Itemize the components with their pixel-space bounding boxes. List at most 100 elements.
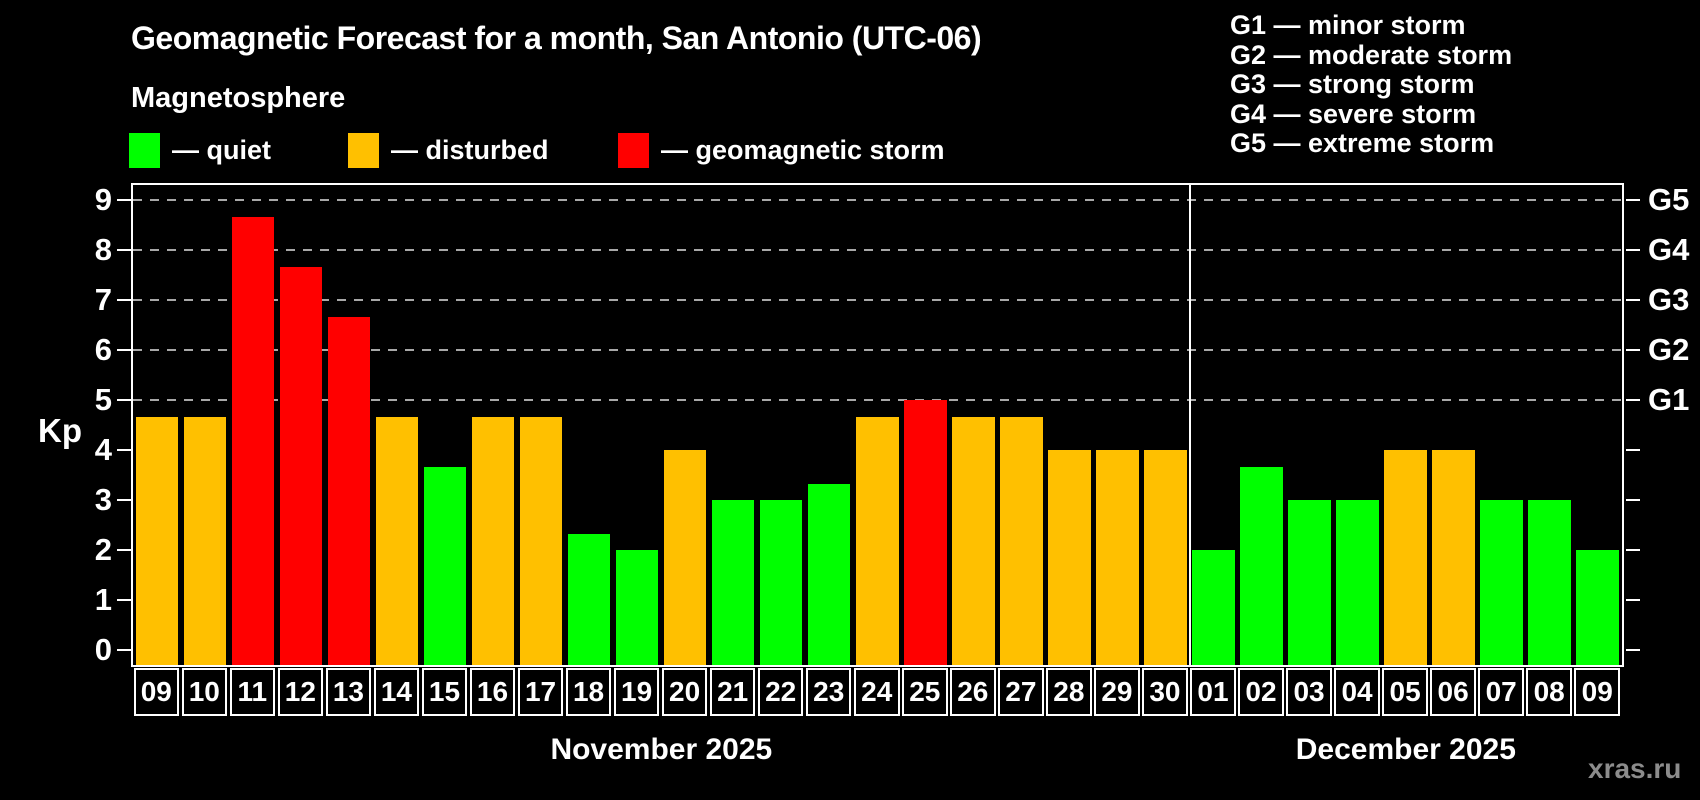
kp-bar-quiet [567,533,611,665]
y-tick-right-4 [1626,449,1640,451]
y-axis-label: Kp [38,412,82,449]
kp-bar-disturbed [1048,450,1091,665]
day-label-cell: 13 [325,668,372,716]
kp-bar-storm [231,216,275,665]
legend-item-quiet: — quiet [129,132,271,168]
day-label-cell: 21 [709,668,756,716]
gridline-kp6 [133,349,1622,351]
y-tick-right-3 [1626,499,1640,501]
kp-bar-quiet [1480,500,1523,665]
g-scale-label-g3: G3 [1648,282,1690,317]
y-tick-right-2 [1626,549,1640,551]
day-label-cell: 04 [1334,668,1380,716]
kp-bar-disturbed [519,416,563,665]
day-label-cell: 10 [181,668,228,716]
y-tick-label-9: 9 [94,182,112,217]
kp-bar-quiet [1528,500,1571,665]
kp-bar-disturbed [375,416,419,665]
quiet-color-swatch [129,132,160,168]
y-tick-right-5 [1626,399,1640,401]
y-tick-label-8: 8 [94,232,112,267]
day-label-cell: 16 [469,668,516,716]
day-label-cell: 24 [853,668,900,716]
day-label-cell: 07 [1478,668,1524,716]
y-tick-label-6: 6 [94,332,112,367]
day-label-cell: 09 [1574,668,1620,716]
y-tick-left-5 [117,399,131,401]
y-tick-left-0 [117,649,131,651]
g4-legend-line: G4 — severe storm [1230,98,1477,129]
kp-bar-quiet [807,483,851,665]
day-label-cell: 09 [133,668,180,716]
disturbed-color-swatch [348,132,379,168]
kp-bar-disturbed [1432,450,1475,665]
kp-bar-disturbed [1000,416,1043,665]
legend-label-disturbed: — disturbed [391,134,549,165]
kp-bar-quiet [615,550,659,665]
kp-bar-disturbed [663,450,707,665]
kp-bar-disturbed [952,416,995,665]
gridline-kp8 [133,249,1622,251]
gridline-kp5 [133,399,1622,401]
kp-bar-quiet [759,500,803,665]
kp-bar-storm [279,266,323,665]
legend-item-disturbed: — disturbed [348,132,549,168]
day-label-cell: 02 [1238,668,1284,716]
day-label-cell: 22 [757,668,804,716]
y-tick-label-1: 1 [94,582,112,617]
y-tick-right-1 [1626,599,1640,601]
y-tick-label-5: 5 [94,382,112,417]
day-label-cell: 12 [277,668,324,716]
legend-label-storm: — geomagnetic storm [661,134,945,165]
day-label-cell: 05 [1382,668,1428,716]
day-label-cell: 08 [1526,668,1572,716]
kp-bar-quiet [423,466,467,665]
month-label: December 2025 [1295,733,1516,766]
kp-bar-quiet [1240,466,1283,665]
g2-legend-line: G2 — moderate storm [1230,39,1513,70]
watermark: xras.ru [1588,753,1682,784]
y-tick-label-7: 7 [94,282,112,317]
day-label-cell: 26 [950,668,996,716]
y-tick-right-8 [1626,249,1640,251]
y-tick-left-4 [117,449,131,451]
day-label-cell: 29 [1094,668,1140,716]
y-tick-left-7 [117,299,131,301]
legend-label-quiet: — quiet [172,134,271,165]
day-label-cell: 17 [517,668,564,716]
day-label-cell: 20 [661,668,708,716]
kp-bar-disturbed [855,416,899,665]
day-label-cell: 30 [1142,668,1188,716]
kp-bar-disturbed [1144,450,1187,665]
kp-bar-quiet [1576,550,1619,665]
y-tick-label-3: 3 [94,482,112,517]
g1-legend-line: G1 — minor storm [1230,10,1466,40]
day-label-cell: 11 [229,668,276,716]
y-tick-right-9 [1626,199,1640,201]
month-label: November 2025 [550,733,773,766]
y-tick-right-0 [1626,649,1640,651]
kp-bar-quiet [711,500,755,665]
y-tick-left-3 [117,499,131,501]
kp-bar-storm [904,400,947,665]
y-tick-left-8 [117,249,131,251]
kp-bar-disturbed [183,416,227,665]
chart-subtitle: Magnetosphere [131,82,346,114]
day-label-cell: 25 [902,668,948,716]
day-label-cell: 18 [565,668,612,716]
day-label-cell: 14 [373,668,420,716]
day-label-cell: 01 [1190,668,1236,716]
kp-bar-disturbed [1384,450,1427,665]
plot-area [131,183,1624,667]
y-tick-left-9 [117,199,131,201]
g-scale-label-g2: G2 [1648,332,1690,367]
kp-bar-disturbed [471,416,515,665]
y-tick-right-6 [1626,349,1640,351]
g3-legend-line: G3 — strong storm [1230,69,1475,99]
g-scale-label-g1: G1 [1648,382,1690,417]
y-tick-left-1 [117,599,131,601]
g-scale-legend: G1 — minor storm G2 — moderate storm G3 … [1230,10,1513,159]
y-tick-left-2 [117,549,131,551]
y-tick-right-7 [1626,299,1640,301]
